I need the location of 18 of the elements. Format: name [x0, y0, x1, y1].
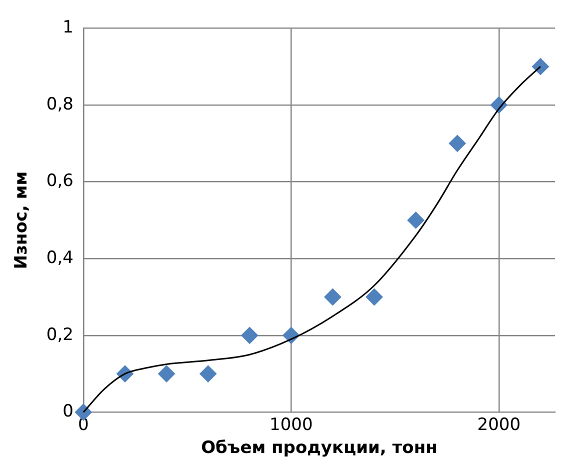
- x-tick-label: 1000: [270, 414, 313, 435]
- point: [448, 134, 466, 152]
- point: [532, 58, 549, 76]
- x-axis-title: Объем продукции, тонн: [201, 438, 438, 458]
- y-tick-label: 0,8: [46, 94, 74, 114]
- point: [407, 212, 424, 229]
- y-tick-label: 0,2: [46, 324, 74, 345]
- point: [241, 326, 258, 344]
- point: [366, 288, 383, 306]
- y-tick-label: 1: [62, 18, 74, 38]
- point: [324, 288, 342, 306]
- y-tick-label: 0,4: [46, 248, 74, 268]
- y-tick-label: 0: [62, 402, 74, 422]
- y-axis-title: Износ, мм: [12, 171, 32, 270]
- point: [200, 365, 217, 382]
- y-tick-label: 0,6: [46, 171, 74, 192]
- x-tick-label: 2000: [477, 414, 521, 435]
- point: [158, 365, 176, 382]
